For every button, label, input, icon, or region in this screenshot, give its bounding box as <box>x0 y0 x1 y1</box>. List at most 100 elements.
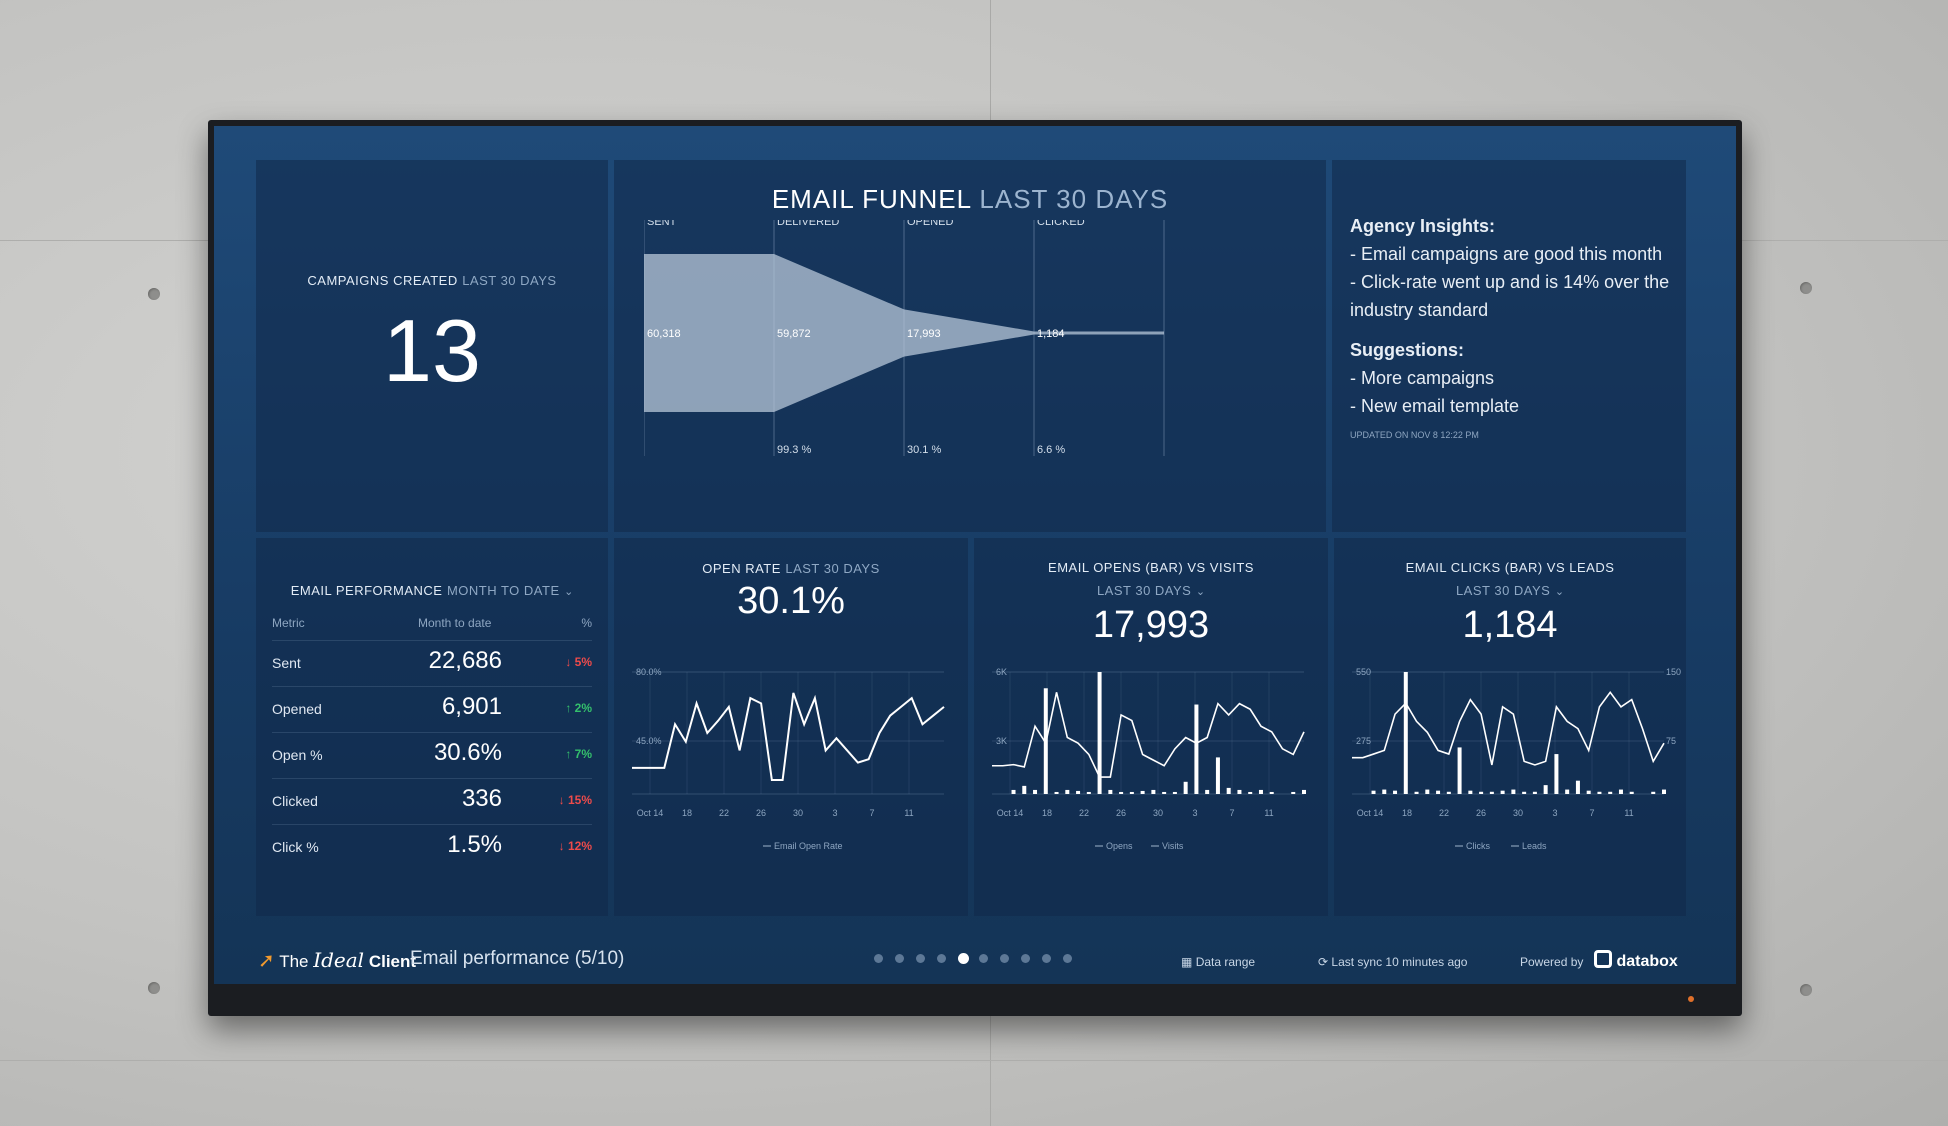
page-dot[interactable] <box>895 954 904 963</box>
performance-header[interactable]: EMAIL PERFORMANCE MONTH TO DATE ⌄ <box>256 582 608 600</box>
x-tick-label: 30 <box>1513 808 1523 818</box>
page-dot[interactable] <box>937 954 946 963</box>
row-name: Sent <box>272 655 301 671</box>
funnel-stage-value: 59,872 <box>777 328 811 340</box>
databox-logo[interactable]: databox <box>1594 950 1678 971</box>
databox-label: databox <box>1616 953 1678 970</box>
bar <box>1097 672 1102 794</box>
bar <box>1086 791 1091 794</box>
bar <box>1054 791 1059 794</box>
last-sync-label: Last sync 10 minutes ago <box>1331 955 1468 969</box>
bar <box>1393 790 1398 794</box>
insights-title: Agency Insights: <box>1350 216 1496 236</box>
last-sync: ⟳ Last sync 10 minutes ago <box>1318 955 1467 969</box>
table-header: Metric Month to date % <box>272 616 592 630</box>
bar <box>1629 791 1634 794</box>
clicks-leads-period-row[interactable]: LAST 30 DAYS ⌄ <box>1334 582 1686 600</box>
x-tick-label: 26 <box>1116 808 1126 818</box>
chevron-down-icon[interactable]: ⌄ <box>564 586 574 598</box>
header-pct: % <box>581 616 592 630</box>
row-value: 1.5% <box>447 831 502 858</box>
page-dot[interactable] <box>979 954 988 963</box>
bar <box>1662 789 1666 794</box>
campaigns-label-row: CAMPAIGNS CREATED LAST 30 DAYS <box>256 272 608 290</box>
row-name: Clicked <box>272 793 318 809</box>
row-name: Open % <box>272 747 323 763</box>
bar <box>1205 789 1210 794</box>
email-performance-panel: EMAIL PERFORMANCE MONTH TO DATE ⌄ Metric… <box>256 538 608 916</box>
funnel-stage-label: CLICKED <box>1037 220 1085 228</box>
funnel-stage-value: 17,993 <box>907 328 941 340</box>
series-line <box>632 692 945 782</box>
funnel-stage-pct: 99.3 % <box>777 444 811 456</box>
x-tick-label: 26 <box>756 808 766 818</box>
calendar-icon: ▦ <box>1181 955 1193 969</box>
clicks-leads-chart: Oct 14 18 22 26 30 3 7 11 550 275 150 75 Clicks Leads <box>1352 667 1681 851</box>
clicks-leads-panel: EMAIL CLICKS (BAR) VS LEADS LAST 30 DAYS… <box>1334 538 1686 916</box>
header-metric: Metric <box>272 616 305 630</box>
agency-insights-panel: Agency Insights: - Email campaigns are g… <box>1332 160 1686 532</box>
brand-arrow-icon: ➚ <box>258 950 275 972</box>
legend-label: Leads <box>1522 841 1547 851</box>
page-dot[interactable] <box>1042 954 1051 963</box>
suggestions-line-2: - New email template <box>1350 396 1520 416</box>
funnel-title: EMAIL FUNNEL <box>771 184 972 214</box>
y-tick-label: 6K <box>996 667 1007 677</box>
page-dot[interactable] <box>1063 954 1072 963</box>
campaigns-value: 13 <box>383 301 481 400</box>
page-dot[interactable] <box>1021 954 1030 963</box>
chevron-down-icon[interactable]: ⌄ <box>1554 586 1565 598</box>
page-dot[interactable] <box>874 954 883 963</box>
opens-visits-period-row[interactable]: LAST 30 DAYS ⌄ <box>974 582 1328 600</box>
bar <box>1468 790 1473 794</box>
y-tick-label: 3K <box>996 736 1007 746</box>
x-tick-label: 3 <box>1192 808 1197 818</box>
open-rate-value: 30.1% <box>737 580 845 622</box>
row-change: ↓ 12% <box>558 839 592 853</box>
insights-text: Agency Insights: - Email campaigns are g… <box>1350 212 1670 442</box>
opens-visits-label: EMAIL OPENS (BAR) VS VISITS <box>1048 560 1254 575</box>
performance-period: MONTH TO DATE <box>446 583 560 598</box>
x-tick-label: 7 <box>1589 808 1594 818</box>
header-mtd: Month to date <box>418 616 492 630</box>
row-value: 6,901 <box>441 693 502 720</box>
y-tick-label-right: 150 <box>1666 667 1681 677</box>
funnel-period: LAST 30 DAYS <box>979 184 1169 214</box>
y-tick-label: 80.0% <box>636 667 662 677</box>
chevron-down-icon[interactable]: ⌄ <box>1195 586 1206 598</box>
x-tick-label: 22 <box>719 808 729 818</box>
data-range-button[interactable]: ▦ Data range <box>1181 955 1255 969</box>
bar <box>1033 789 1038 794</box>
x-tick-label: 30 <box>1153 808 1163 818</box>
open-rate-label: OPEN RATE <box>702 561 781 576</box>
bar <box>1500 790 1505 794</box>
legend-label: Opens <box>1106 841 1133 851</box>
x-tick-label: 11 <box>1624 808 1633 818</box>
page-dot[interactable] <box>958 953 969 964</box>
powered-by: Powered by <box>1520 955 1584 969</box>
page-dot[interactable] <box>1000 954 1009 963</box>
page-dot[interactable] <box>916 954 925 963</box>
data-range-label: Data range <box>1195 955 1256 969</box>
bar <box>1269 791 1274 794</box>
bar <box>1532 791 1537 794</box>
bar <box>1436 790 1441 794</box>
row-change: ↑ 2% <box>565 701 592 715</box>
campaigns-created-panel: CAMPAIGNS CREATED LAST 30 DAYS 13 <box>256 160 608 532</box>
x-tick-label: Oct 14 <box>637 808 664 818</box>
bar <box>1140 790 1145 794</box>
wall-hole <box>148 288 160 300</box>
brand-logo: ➚ The Ideal Client <box>258 948 416 973</box>
x-tick-label: 11 <box>1264 808 1273 818</box>
funnel-stage-pct: 30.1 % <box>907 444 941 456</box>
open-rate-label-row: OPEN RATE LAST 30 DAYS <box>614 560 968 578</box>
x-tick-label: 11 <box>904 808 913 818</box>
x-tick-label: Oct 14 <box>997 808 1024 818</box>
bar <box>1151 789 1156 794</box>
bar <box>1172 791 1177 794</box>
opens-visits-period: LAST 30 DAYS <box>1096 583 1192 598</box>
x-tick-label: 7 <box>1229 808 1234 818</box>
x-tick-label: 30 <box>793 808 803 818</box>
suggestions-line-1: - More campaigns <box>1350 368 1495 388</box>
footer-bar: ➚ The Ideal Client Email performance (5/… <box>214 926 1736 984</box>
